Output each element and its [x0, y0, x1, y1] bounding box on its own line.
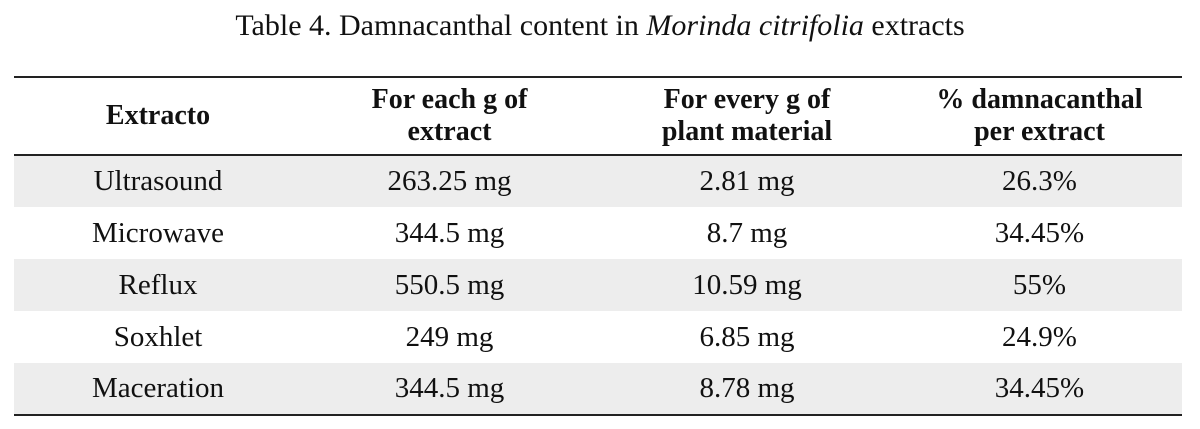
cell-per-g-extract: 550.5 mg: [394, 268, 505, 301]
cell-per-g-plant: 10.59 mg: [692, 268, 802, 301]
header-extracto-label: Extracto: [105, 100, 211, 131]
caption-suffix: extracts: [863, 9, 965, 42]
cell-percent: 34.45%: [994, 372, 1085, 404]
cell-extract-method: Maceration: [91, 372, 225, 404]
cell-per-g-plant: 8.78 mg: [699, 372, 795, 404]
table-row: Ultrasound 263.25 mg 2.81 mg 26.3%: [14, 155, 1182, 207]
header-percent-line2: per extract: [974, 116, 1105, 147]
table-row: Microwave 344.5 mg 8.7 mg 34.45%: [14, 207, 1182, 259]
cell-percent: 24.9%: [1002, 320, 1077, 353]
cell-per-g-plant: 2.81 mg: [699, 165, 795, 197]
cell-per-g-plant: 6.85 mg: [699, 320, 795, 353]
header-extracto: Extracto: [14, 77, 302, 155]
cell-percent: 55%: [1012, 268, 1067, 301]
table-header-row: Extracto For each g of extract For every…: [14, 77, 1182, 155]
cell-extract-method: Soxhlet: [113, 320, 203, 353]
caption-prefix: Table 4. Damnacanthal content in: [235, 9, 647, 42]
cell-extract-method: Reflux: [118, 268, 198, 301]
header-per-g-plant-line1: For every g of: [663, 84, 831, 115]
cell-per-g-extract: 263.25 mg: [387, 165, 512, 197]
header-per-g-extract-line2: extract: [407, 116, 492, 147]
cell-extract-method: Ultrasound: [93, 165, 223, 197]
header-per-g-plant-line2: plant material: [661, 116, 833, 147]
cell-per-g-extract: 344.5 mg: [394, 216, 505, 249]
table-row: Soxhlet 249 mg 6.85 mg 24.9%: [14, 311, 1182, 363]
header-per-g-extract-line1: For each g of: [371, 84, 528, 115]
cell-percent: 26.3%: [1002, 165, 1077, 197]
damnacanthal-table: Extracto For each g of extract For every…: [14, 76, 1182, 416]
header-percent-damnacanthal: % damnacanthal per extract: [897, 77, 1182, 155]
caption-species: Morinda citrifolia: [646, 9, 864, 42]
cell-per-g-extract: 344.5 mg: [394, 372, 505, 404]
table-row: Reflux 550.5 mg 10.59 mg 55%: [14, 259, 1182, 311]
header-per-g-plant: For every g of plant material: [597, 77, 897, 155]
cell-extract-method: Microwave: [91, 216, 225, 249]
cell-per-g-plant: 8.7 mg: [706, 216, 788, 249]
cell-percent: 34.45%: [994, 216, 1085, 249]
table-caption: Table 4. Damnacanthal content in Morinda…: [0, 6, 1200, 46]
table-row: Maceration 344.5 mg 8.78 mg 34.45%: [14, 363, 1182, 415]
header-per-g-extract: For each g of extract: [302, 77, 597, 155]
header-percent-line1: % damnacanthal: [936, 84, 1143, 115]
cell-per-g-extract: 249 mg: [405, 320, 494, 353]
